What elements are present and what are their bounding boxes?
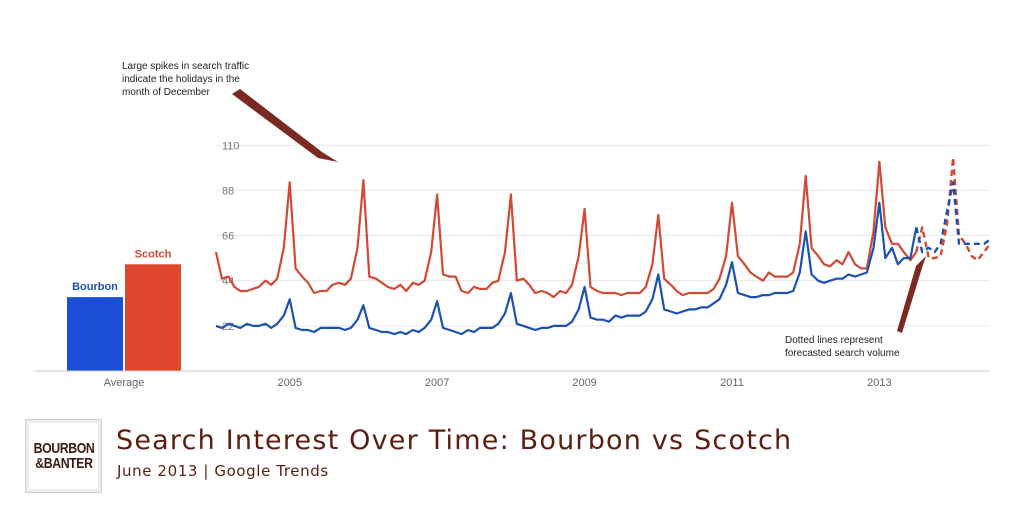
average-bars: Bourbon Scotch Average [67, 248, 181, 389]
series-forecast-bourbon [915, 181, 991, 254]
average-label: Average [104, 377, 145, 389]
x-tick-label-2011: 2011 [720, 377, 744, 389]
annotation-arrows [232, 89, 926, 333]
y-tick-label-66: 66 [222, 231, 234, 243]
annotation-forecast: Dotted lines represent forecasted search… [785, 335, 900, 359]
series-line-bourbon [215, 201, 918, 336]
annotation-spikes: Large spikes in search traffic indicate … [122, 61, 250, 98]
y-tick-label-88: 88 [222, 185, 234, 197]
series-lines [214, 156, 991, 336]
spike-arrow-icon [232, 89, 338, 162]
x-tick-label-2007: 2007 [425, 377, 449, 389]
page-title: Search Interest Over Time: Bourbon vs Sc… [116, 425, 793, 456]
logo-line-2: &BANTER [34, 455, 93, 472]
x-tick-label-2005: 2005 [277, 377, 301, 389]
logo-line-1: BOURBON [33, 440, 94, 457]
dotted-arrow-icon [897, 256, 926, 333]
average-bar-scotch [125, 264, 181, 371]
x-tick-label-2013: 2013 [867, 377, 891, 389]
series-line-scotch [214, 160, 918, 299]
y-tick-label-110: 110 [222, 140, 240, 152]
brand-logo: BOURBON &BANTER [25, 419, 102, 493]
x-tick-label-2009: 2009 [572, 377, 596, 389]
legend-label-scotch: Scotch [135, 248, 172, 260]
page-subtitle: June 2013 | Google Trends [117, 462, 329, 480]
gridlines [216, 144, 990, 327]
legend-label-bourbon: Bourbon [72, 281, 118, 293]
average-bar-bourbon [67, 297, 123, 371]
x-axis-ticks: 2005 2007 2009 2011 2013 [277, 377, 891, 389]
